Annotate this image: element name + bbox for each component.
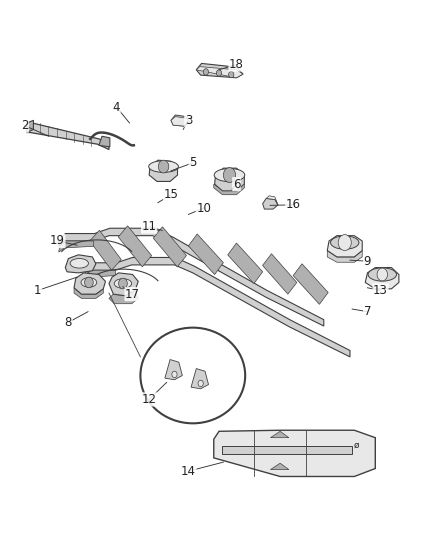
Polygon shape	[74, 288, 103, 298]
Polygon shape	[85, 270, 116, 282]
Polygon shape	[171, 117, 189, 126]
Circle shape	[198, 380, 203, 386]
Polygon shape	[215, 168, 244, 191]
Circle shape	[203, 69, 208, 75]
Text: 3: 3	[185, 114, 192, 127]
Text: 8: 8	[65, 316, 72, 329]
Circle shape	[338, 235, 351, 251]
Polygon shape	[293, 264, 328, 304]
Polygon shape	[327, 251, 362, 262]
Polygon shape	[266, 196, 278, 205]
Text: 10: 10	[196, 201, 211, 214]
Circle shape	[172, 371, 177, 377]
Circle shape	[229, 71, 234, 78]
Ellipse shape	[114, 279, 132, 288]
Polygon shape	[228, 243, 263, 284]
Circle shape	[119, 278, 127, 289]
Polygon shape	[262, 254, 297, 294]
Polygon shape	[365, 268, 399, 289]
Polygon shape	[90, 230, 121, 270]
Circle shape	[158, 160, 169, 173]
Polygon shape	[165, 360, 182, 379]
Polygon shape	[214, 184, 244, 195]
Ellipse shape	[149, 161, 178, 172]
Text: 17: 17	[125, 288, 140, 301]
Polygon shape	[214, 430, 375, 477]
Text: 18: 18	[229, 58, 244, 71]
Polygon shape	[263, 198, 278, 209]
Ellipse shape	[368, 268, 396, 281]
Polygon shape	[191, 368, 208, 389]
Polygon shape	[118, 226, 152, 267]
Polygon shape	[59, 241, 94, 252]
Polygon shape	[171, 115, 189, 126]
Text: 4: 4	[113, 101, 120, 114]
Text: 1: 1	[34, 284, 42, 297]
Polygon shape	[59, 228, 324, 326]
Polygon shape	[85, 257, 350, 357]
Text: 14: 14	[181, 465, 196, 478]
Text: 9: 9	[364, 255, 371, 268]
Text: 6: 6	[233, 177, 240, 191]
Circle shape	[223, 167, 236, 182]
Text: 11: 11	[141, 220, 157, 233]
Text: 5: 5	[189, 156, 197, 169]
Polygon shape	[223, 446, 352, 454]
Polygon shape	[27, 120, 33, 133]
Polygon shape	[27, 123, 109, 150]
Circle shape	[377, 268, 388, 281]
Polygon shape	[327, 236, 362, 257]
Ellipse shape	[70, 259, 88, 268]
Ellipse shape	[331, 236, 359, 249]
Polygon shape	[149, 160, 177, 181]
Text: ø: ø	[354, 440, 359, 449]
Polygon shape	[271, 431, 289, 438]
Circle shape	[85, 277, 93, 288]
Ellipse shape	[214, 168, 245, 182]
Text: 19: 19	[50, 235, 65, 247]
Ellipse shape	[141, 328, 245, 423]
Text: 7: 7	[364, 305, 371, 318]
Text: 16: 16	[286, 198, 301, 211]
Text: 12: 12	[141, 393, 157, 406]
Ellipse shape	[81, 278, 97, 287]
Text: 15: 15	[163, 188, 178, 201]
Polygon shape	[109, 273, 138, 296]
Polygon shape	[188, 234, 223, 274]
Polygon shape	[153, 227, 187, 267]
Text: 2: 2	[21, 119, 28, 132]
Polygon shape	[271, 463, 289, 470]
Polygon shape	[99, 136, 110, 147]
Polygon shape	[196, 67, 243, 78]
Circle shape	[216, 70, 222, 76]
Polygon shape	[109, 290, 138, 304]
Polygon shape	[74, 273, 106, 294]
Text: 13: 13	[373, 284, 388, 297]
Polygon shape	[65, 255, 96, 273]
Polygon shape	[196, 63, 243, 78]
